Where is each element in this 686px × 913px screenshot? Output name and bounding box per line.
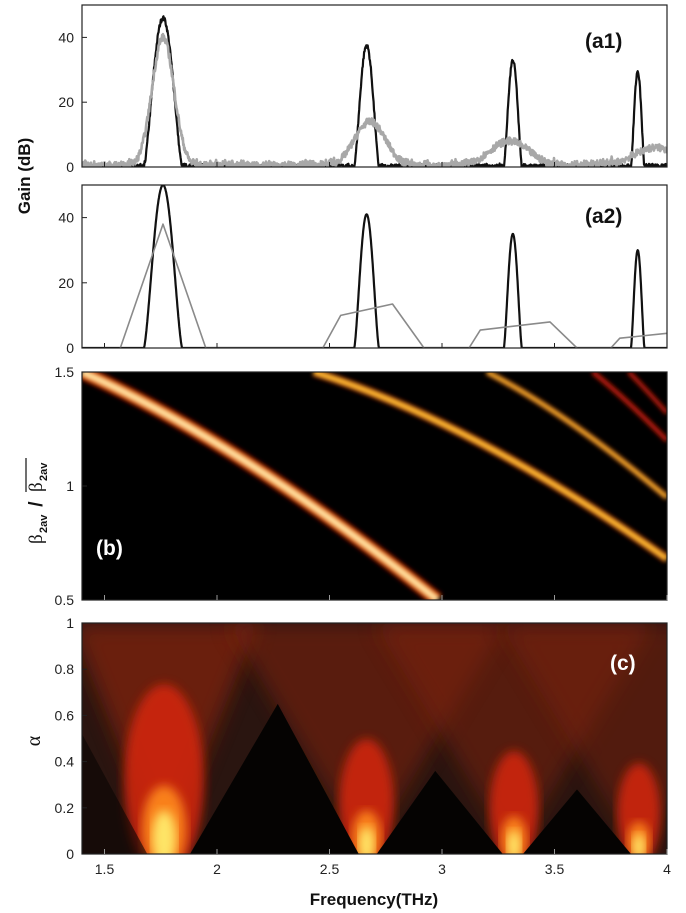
panel-a1-frame — [81, 4, 668, 168]
beta-label-denominator: β — [26, 482, 47, 492]
x-axis-label: Frequency(THz) — [310, 890, 438, 909]
panel-b-label: (b) — [96, 537, 123, 560]
b-band-order-1 — [82, 372, 443, 600]
b-band-order-5 — [627, 372, 667, 415]
a2-ytick-label: 0 — [66, 340, 74, 356]
panel-c-frame — [81, 622, 668, 855]
x-tick-label: 3 — [438, 861, 446, 877]
c-dark-region-2 — [376, 770, 503, 854]
a1-ytick-label: 0 — [66, 159, 74, 175]
x-tick-label: 2 — [213, 861, 221, 877]
gain-axis-label: Gain (dB) — [15, 138, 34, 215]
a1-ytick-label: 20 — [58, 94, 74, 110]
c-dark-region-left — [82, 734, 148, 854]
c-ytick-label: 0.2 — [55, 800, 75, 816]
x-tick-label: 4 — [663, 861, 671, 877]
panel-a2-label: (a2) — [585, 205, 622, 228]
c-ytick-label: 0.4 — [55, 754, 75, 770]
beta-axis-label: β 2av / β 2av — [25, 458, 50, 544]
x-tick-label: 1.5 — [95, 861, 115, 877]
b-ytick-label: 1 — [66, 478, 74, 494]
c-ytick-label: 0.6 — [55, 707, 75, 723]
a2-series-grey — [119, 223, 667, 348]
b-ytick-label: 0.5 — [55, 592, 75, 608]
beta-label-numerator: β — [26, 534, 47, 544]
panel-c-label: (c) — [610, 652, 636, 675]
beta-label-numerator-sub: 2av — [38, 514, 50, 533]
a1-series-black — [82, 15, 667, 167]
a2-ytick-label: 20 — [58, 275, 74, 291]
b-band-order-3 — [485, 372, 667, 500]
a2-series-black — [82, 185, 667, 348]
a1-series-grey — [82, 32, 667, 167]
x-tick-label: 3.5 — [545, 861, 565, 877]
a1-ytick-label: 40 — [58, 29, 74, 45]
c-dark-region-3 — [523, 789, 631, 854]
c-ytick-label: 1 — [66, 615, 74, 631]
panel-b-background — [82, 372, 667, 600]
c-lobe-1 — [82, 623, 259, 854]
panel-b: 0.5 1 1.5 (b) β 2av / β 2av — [25, 364, 668, 608]
panel-a2: 0 20 40 (a2) — [58, 184, 668, 356]
b-band-order-4 — [591, 372, 667, 443]
c-ytick-label: 0 — [66, 846, 74, 862]
b-ytick-label: 1.5 — [55, 364, 75, 380]
panel-a1-label: (a1) — [585, 30, 622, 53]
beta-label-separator: / — [26, 496, 47, 512]
panel-a2-frame — [81, 184, 668, 349]
panel-a1: 0 20 40 (a1) — [58, 4, 668, 175]
b-band-order-2 — [312, 372, 667, 563]
x-axis: 1.5 2 2.5 3 3.5 4 — [95, 162, 671, 877]
c-dark-region-1 — [190, 703, 359, 854]
c-lobe-4 — [499, 623, 667, 854]
c-ytick-label: 0.8 — [55, 661, 75, 677]
a2-ytick-label: 40 — [58, 210, 74, 226]
beta-label-denominator-sub: 2av — [38, 462, 50, 481]
panel-c: 0 0.2 0.4 0.6 0.8 1 (c) α — [23, 615, 668, 862]
alpha-axis-label: α — [23, 735, 45, 746]
x-tick-label: 2.5 — [320, 861, 340, 877]
